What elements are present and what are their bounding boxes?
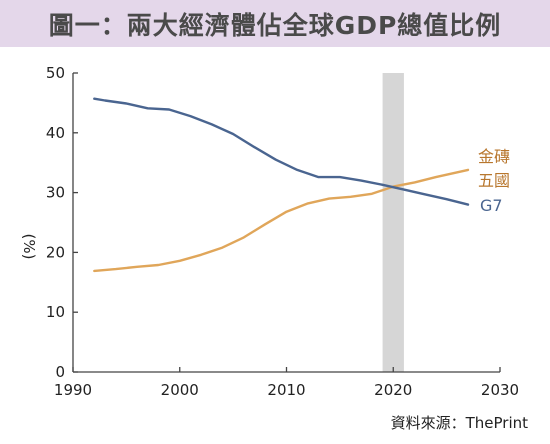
series-line-brics xyxy=(93,168,470,273)
highlight-band-2019-2021 xyxy=(382,73,404,372)
chart-title: 圖一：兩大經濟體佔全球GDP總值比例 xyxy=(48,10,502,40)
series-line-g7 xyxy=(93,97,470,206)
y-tick-label: 0 xyxy=(55,363,65,381)
series-label-brics-line2: 五國 xyxy=(478,171,510,190)
y-tick-label: 20 xyxy=(46,243,65,261)
y-tick-label: 10 xyxy=(46,303,65,321)
series-label-brics-line1: 金磚 xyxy=(478,147,510,166)
x-tick-label: 2030 xyxy=(481,381,519,399)
y-tick-label: 40 xyxy=(46,124,65,142)
y-tick-label: 50 xyxy=(46,64,65,82)
series-label-g7: G7 xyxy=(480,196,503,215)
title-bar: 圖一：兩大經濟體佔全球GDP總值比例 xyxy=(0,0,550,47)
x-tick-label: 1990 xyxy=(54,381,92,399)
x-tick-label: 2020 xyxy=(374,381,412,399)
source-credit: 資料來源：ThePrint xyxy=(390,414,528,432)
y-tick-label: 30 xyxy=(46,184,65,202)
y-axis-label: (%) xyxy=(20,234,38,260)
x-tick-label: 2010 xyxy=(267,381,305,399)
x-tick-label: 2000 xyxy=(161,381,199,399)
